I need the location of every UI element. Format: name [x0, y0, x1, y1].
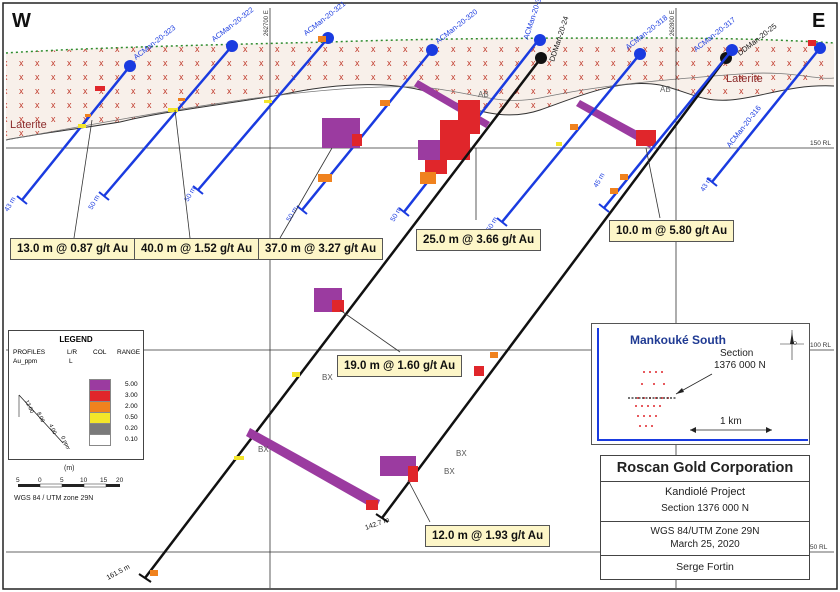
legend-range-value: 3.00 [125, 392, 138, 399]
date-label: March 25, 2020 [670, 539, 740, 550]
legend-lr: L/R [67, 349, 78, 356]
rl150-label: 150 RL [810, 140, 831, 147]
hole-depth-label: 45 m [593, 172, 607, 189]
hole-acman-20-319: ACMan-20-319 50 m [390, 0, 546, 223]
svg-text:20: 20 [116, 477, 124, 484]
west-label: W [12, 10, 31, 32]
legend-color-swatch [89, 433, 111, 446]
legend-au: Au_ppm [13, 358, 38, 365]
legend-range-value: 5.00 [125, 381, 138, 388]
laterite-label-left: Laterite [10, 119, 47, 131]
hole-depth-label: 43 m [700, 176, 714, 193]
collar-marker [124, 60, 136, 72]
legend-range: RANGE [117, 349, 141, 356]
title-block: Roscan Gold Corporation Kandiolé Project… [600, 455, 810, 580]
legend-l: L [69, 358, 73, 365]
bx-label: BX [322, 373, 333, 382]
svg-text:8.00: 8.00 [35, 411, 45, 423]
svg-text:5: 5 [16, 477, 20, 484]
legend-range-value: 2.00 [125, 403, 138, 410]
legend-col: COL [93, 349, 107, 356]
topography-line [5, 37, 835, 54]
datum-block: WGS 84/UTM Zone 29N March 25, 2020 [601, 522, 809, 556]
hole-depth-label: 43 m [4, 196, 18, 213]
legend-range-value: 0.20 [125, 425, 138, 432]
legend-swatch-row: 3.00 [89, 389, 138, 402]
scale-bar: (m) 5 0 5 10 15 20 WGS 84 / UTM zone 29N [14, 465, 124, 502]
inset-scale-label: 1 km [720, 416, 742, 427]
easting-262700-label: 262700 E [264, 10, 270, 36]
datum-label: WGS 84/UTM Zone 29N [650, 526, 760, 537]
svg-text:(m): (m) [64, 465, 75, 472]
ab-boundary-line [5, 72, 835, 141]
inset-title: Mankouké South [630, 333, 727, 347]
legend-swatch-row: 0.20 [89, 422, 138, 435]
legend: LEGEND PROFILES Au_ppm L/R L COL RANGE 1… [8, 330, 144, 460]
intercept-callout: 37.0 m @ 3.27 g/t Au [258, 238, 384, 260]
location-inset-map: Mankouké South Section 1376 000 N 1 km [591, 323, 810, 445]
legend-title: LEGEND [59, 335, 93, 344]
legend-profile-scale: 12.00 8.00 4.00 0 ppm [18, 394, 71, 449]
hole-depth-label: 142.7 m [364, 517, 390, 532]
legend-range-value: 0.50 [125, 414, 138, 421]
svg-text:4.00: 4.00 [47, 423, 57, 435]
intercept-callout: 10.0 m @ 5.80 g/t Au [609, 220, 735, 242]
hole-id-label: ACMan-20-322 [210, 5, 256, 43]
callout-leaders [73, 109, 661, 523]
section-name: Section 1376 000 N [661, 503, 749, 514]
intercept-callout: 40.0 m @ 1.52 g/t Au [134, 238, 260, 260]
svg-text:0 ppm: 0 ppm [59, 435, 71, 449]
intercept-callout: 25.0 m @ 3.66 g/t Au [416, 229, 542, 251]
svg-text:WGS 84 / UTM zone 29N: WGS 84 / UTM zone 29N [14, 495, 93, 502]
project-block: Kandiolé Project Section 1376 000 N [601, 482, 809, 522]
rl100-label: 100 RL [810, 342, 831, 349]
ab-label-1: AB [478, 90, 489, 99]
rl50-label: 50 RL [810, 544, 828, 551]
inset-section-label: Section [720, 348, 754, 359]
easting-262800-label: 262800 E [670, 10, 676, 36]
legend-range-value: 0.10 [125, 436, 138, 443]
legend-swatch-row: 0.50 [89, 411, 138, 424]
svg-text:0: 0 [38, 477, 42, 484]
legend-swatch-row: 0.10 [89, 433, 138, 446]
laterite-label-right: Laterite [726, 73, 763, 85]
hole-depth-label: 50 m [390, 206, 404, 223]
bx-label: BX [456, 449, 467, 458]
bx-label: BX [258, 445, 269, 454]
legend-swatch-row: 2.00 [89, 400, 138, 413]
svg-text:15: 15 [100, 477, 108, 484]
intercept-callout: 13.0 m @ 0.87 g/t Au [10, 238, 136, 260]
legend-swatches: 5.00 3.00 2.00 0.50 0.20 0.10 [89, 378, 138, 446]
hole-depth-label: 50 m [88, 194, 102, 211]
bx-label: BX [444, 467, 455, 476]
inset-section-value: 1376 000 N [714, 360, 766, 371]
author-name: Serge Fortin [676, 561, 734, 573]
svg-text:10: 10 [80, 477, 88, 484]
svg-text:12.00: 12.00 [23, 399, 34, 414]
project-name: Kandiolé Project [664, 486, 746, 498]
ab-label-2: AB [660, 85, 671, 94]
legend-profiles: PROFILES [13, 349, 46, 356]
intercept-callout: 19.0 m @ 1.60 g/t Au [337, 355, 463, 377]
hole-depth-label: 161.5 m [106, 564, 132, 582]
svg-text:5: 5 [60, 477, 64, 484]
east-label: E [812, 10, 825, 32]
company-name: Roscan Gold Corporation [601, 456, 809, 482]
hole-id-label: ACMan-20-321 [302, 0, 348, 38]
intercept-callout: 12.0 m @ 1.93 g/t Au [425, 525, 551, 547]
legend-swatch-row: 5.00 [89, 378, 138, 391]
